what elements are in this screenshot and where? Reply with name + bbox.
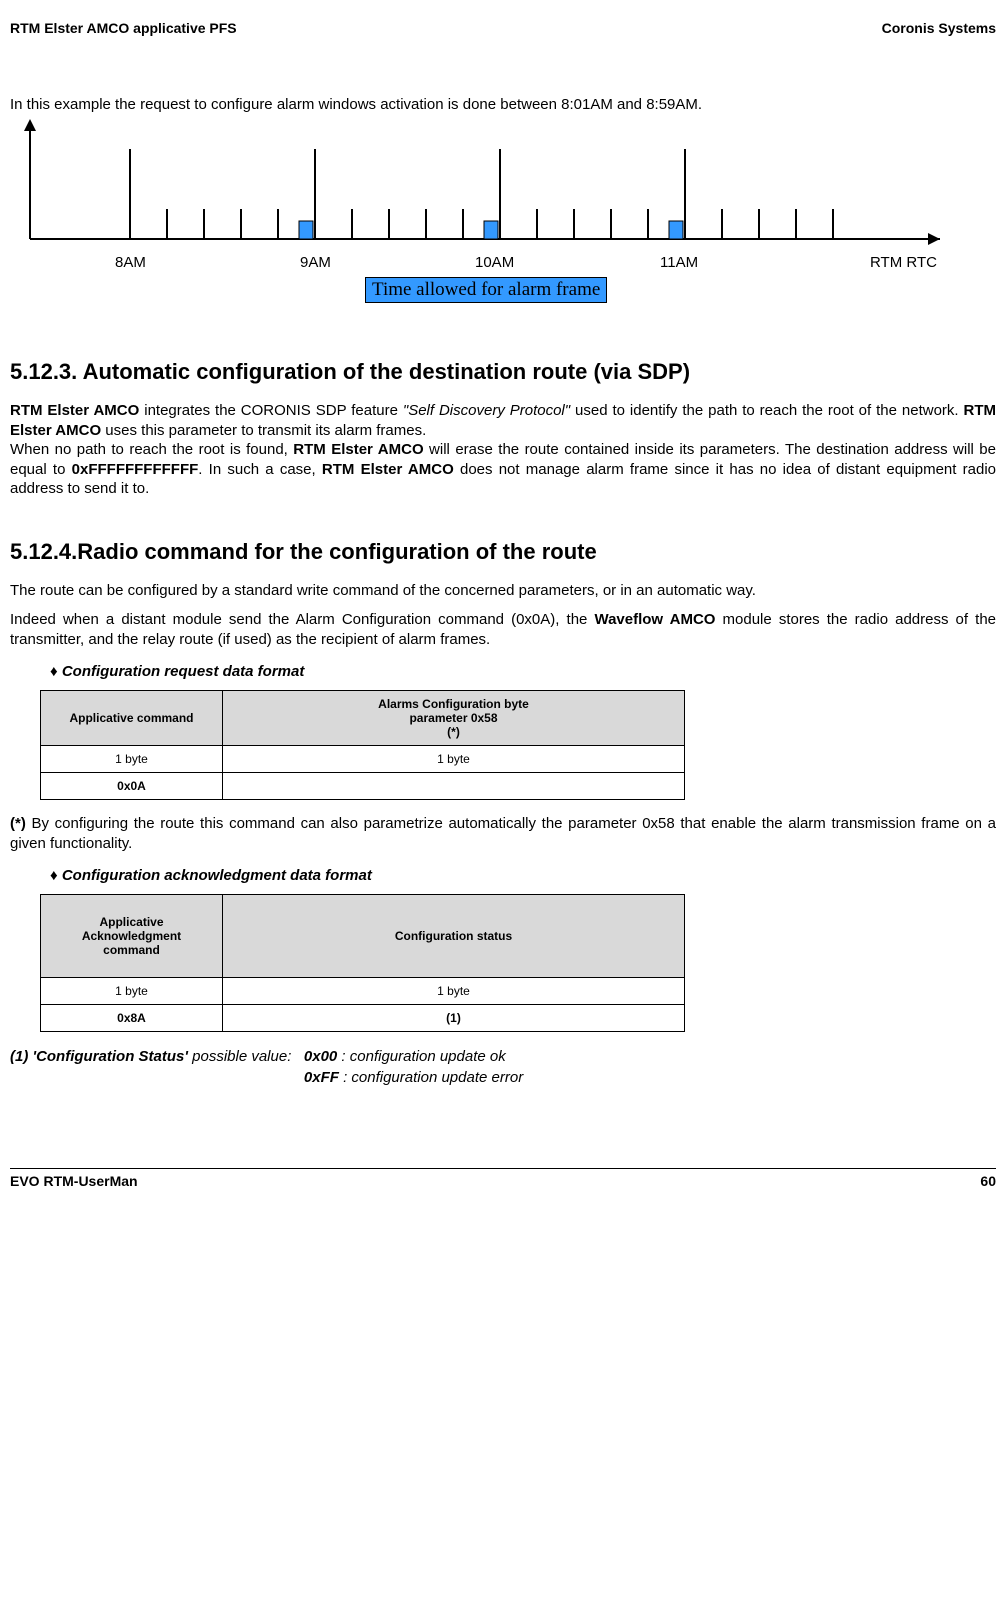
header-right: Coronis Systems [882, 20, 996, 36]
heading-5-12-3: 5.12.3. Automatic configuration of the d… [10, 359, 996, 385]
label-rtc: RTM RTC [870, 254, 937, 271]
status-note: (1) 'Configuration Status' possible valu… [10, 1046, 996, 1088]
page-footer: EVO RTM-UserMan 60 [10, 1168, 996, 1189]
ack-r1c1: 1 byte [41, 978, 223, 1005]
req-r1c1: 1 byte [41, 746, 223, 773]
req-h1: Applicative command [41, 691, 223, 746]
req-format-title: Configuration request data format [50, 663, 996, 680]
label-9am: 9AM [300, 254, 331, 271]
paragraph-5-12-4b: Indeed when a distant module send the Al… [10, 610, 996, 649]
time-allowed-caption: Time allowed for alarm frame [365, 277, 607, 303]
ack-format-title: Configuration acknowledgment data format [50, 867, 996, 884]
label-8am: 8AM [115, 254, 146, 271]
req-r2c1: 0x0A [41, 773, 223, 800]
star-note: (*) By configuring the route this comman… [10, 814, 996, 853]
label-11am: 11AM [660, 254, 698, 271]
req-h2: Alarms Configuration byteparameter 0x58(… [223, 691, 685, 746]
config-request-table: Applicative command Alarms Configuration… [40, 690, 685, 800]
page-header: RTM Elster AMCO applicative PFS Coronis … [10, 20, 996, 36]
timeline-chart: 8AM 9AM 10AM 11AM RTM RTC Time allowed f… [10, 119, 970, 279]
req-r1c2: 1 byte [223, 746, 685, 773]
label-10am: 10AM [475, 254, 514, 271]
ack-h1: ApplicativeAcknowledgmentcommand [41, 895, 223, 978]
ack-r1c2: 1 byte [223, 978, 685, 1005]
footer-right: 60 [980, 1173, 996, 1189]
config-ack-table: ApplicativeAcknowledgmentcommand Configu… [40, 894, 685, 1032]
ack-r2c2: (1) [223, 1005, 685, 1032]
header-left: RTM Elster AMCO applicative PFS [10, 20, 237, 36]
heading-5-12-4: 5.12.4.Radio command for the configurati… [10, 539, 996, 565]
paragraph-5-12-3: RTM Elster AMCO integrates the CORONIS S… [10, 401, 996, 499]
ack-r2c1: 0x8A [41, 1005, 223, 1032]
paragraph-5-12-4a: The route can be configured by a standar… [10, 581, 996, 601]
status-label: (1) 'Configuration Status' [10, 1048, 188, 1065]
req-r2c2 [223, 773, 685, 800]
intro-text: In this example the request to configure… [10, 96, 996, 113]
footer-left: EVO RTM-UserMan [10, 1173, 138, 1189]
ack-h2: Configuration status [223, 895, 685, 978]
